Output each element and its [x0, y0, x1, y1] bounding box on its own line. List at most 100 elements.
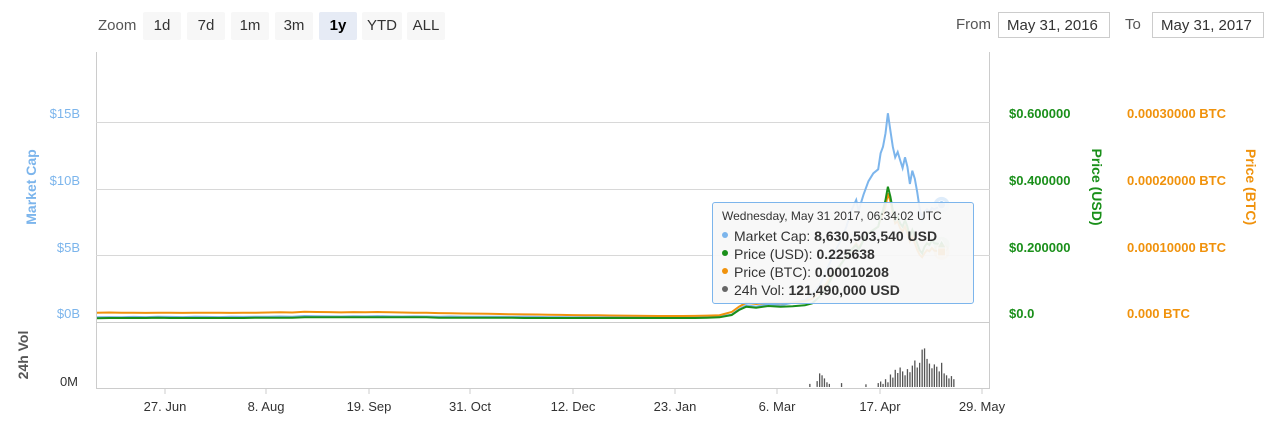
volume-bar: [877, 383, 879, 387]
range-button-7d[interactable]: 7d: [187, 12, 225, 40]
x-tick-label-9: 29. May: [959, 399, 1006, 414]
tooltip-value: 121,490,000 USD: [788, 282, 900, 298]
volume-bar: [928, 363, 931, 387]
tooltip-row-price-usd: Price (USD): 0.225638: [722, 245, 964, 263]
zoom-label: Zoom: [98, 17, 137, 34]
volume-bar: [938, 371, 940, 387]
range-button-ytd[interactable]: YTD: [362, 12, 402, 40]
volume-bar: [819, 373, 821, 387]
volume-bar: [948, 378, 950, 387]
x-tick-label-5: 12. Dec: [551, 399, 596, 414]
x-ticks: [164, 388, 983, 394]
tooltip-label: Market Cap: [734, 228, 807, 244]
y-tick-market-cap-0: $0B: [57, 306, 80, 321]
y-tick-price-usd-02: $0.200000: [1009, 240, 1070, 255]
volume-bar: [865, 384, 867, 387]
y-tick-market-cap-15: $15B: [50, 106, 80, 121]
tooltip-value: 8,630,503,540 USD: [814, 228, 938, 244]
volume-bar: [882, 383, 884, 387]
from-date-input[interactable]: [998, 12, 1110, 38]
y-axis-title-volume: 24h Vol: [15, 331, 31, 380]
y-tick-price-usd-0: $0.0: [1009, 306, 1034, 321]
range-button-1d[interactable]: 1d: [143, 12, 181, 40]
volume-bar: [941, 362, 943, 387]
x-tick-label-1: 27. Jun: [144, 399, 187, 414]
market-cap-dot-icon: [722, 232, 728, 239]
y-tick-price-btc-1: 0.00010000 BTC: [1127, 240, 1227, 255]
volume-bar: [950, 376, 953, 387]
tooltip-row-volume: 24h Vol: 121,490,000 USD: [722, 281, 964, 299]
volume-bar: [826, 382, 828, 387]
volume-bar: [828, 383, 830, 387]
tooltip-label: 24h Vol: [734, 282, 781, 298]
y-axis-title-price-usd: Price (USD): [1089, 148, 1105, 225]
x-tick-label-4: 31. Oct: [449, 399, 491, 414]
range-button-3m[interactable]: 3m: [275, 12, 313, 40]
chart-tooltip: Wednesday, May 31 2017, 06:34:02 UTC Mar…: [712, 202, 974, 304]
volume-bar: [931, 368, 933, 387]
x-tick-label-6: 23. Jan: [654, 399, 697, 414]
y-axis-title-price-btc: Price (BTC): [1243, 149, 1259, 225]
tooltip-date: Wednesday, May 31 2017, 06:34:02 UTC: [722, 209, 942, 223]
volume-bar: [909, 372, 911, 387]
y-axis-title-market-cap: Market Cap: [23, 149, 39, 224]
volume-bar: [823, 378, 826, 387]
volume-dot-icon: [722, 286, 728, 293]
volume-bar: [943, 373, 945, 387]
y-tick-volume-0: 0M: [60, 374, 78, 389]
y-tick-price-usd-06: $0.600000: [1009, 106, 1070, 121]
volume-bar: [887, 382, 889, 387]
tooltip-row-market-cap: Market Cap: 8,630,503,540 USD: [722, 227, 964, 245]
volume-bar: [889, 374, 892, 387]
volume-bar: [919, 362, 921, 387]
tooltip-value: 0.225638: [816, 246, 875, 262]
x-tick-label-3: 19. Sep: [347, 399, 392, 414]
volume-bar: [840, 383, 843, 387]
volume-bar: [911, 365, 913, 388]
volume-bar: [894, 369, 896, 387]
volume-bar: [809, 383, 811, 387]
volume-bar: [916, 367, 918, 387]
volume-bar: [926, 358, 928, 387]
to-label: To: [1125, 16, 1141, 33]
x-tick-label-8: 17. Apr: [859, 399, 901, 414]
range-toolbar: Zoom 1d 7d 1m 3m 1y YTD ALL From To: [0, 0, 1280, 50]
range-button-all[interactable]: ALL: [407, 12, 445, 40]
volume-bar: [816, 381, 818, 387]
y-tick-price-btc-0: 0.000 BTC: [1127, 306, 1190, 321]
range-button-1y[interactable]: 1y: [319, 12, 357, 40]
y-tick-price-usd-04: $0.400000: [1009, 173, 1070, 188]
tooltip-value: 0.00010208: [814, 264, 889, 280]
x-tick-label-7: 6. Mar: [759, 399, 797, 414]
volume-bar: [914, 360, 916, 387]
volume-bar: [897, 373, 899, 387]
volume-bar: [933, 364, 935, 387]
volume-bar: [821, 375, 823, 387]
volume-bar: [936, 366, 938, 387]
from-label: From: [956, 16, 991, 33]
y-tick-price-btc-2: 0.00020000 BTC: [1127, 173, 1227, 188]
y-tick-price-btc-3: 0.00030000 BTC: [1127, 106, 1227, 121]
to-date-input[interactable]: [1152, 12, 1264, 38]
price-usd-dot-icon: [722, 250, 728, 257]
volume-bar: [921, 349, 923, 387]
y-tick-market-cap-5: $5B: [57, 240, 80, 255]
volume-bars: [809, 348, 955, 388]
volume-bar: [953, 379, 955, 387]
tooltip-row-price-btc: Price (BTC): 0.00010208: [722, 263, 964, 281]
tooltip-label: Price (USD): [734, 246, 809, 262]
y-tick-market-cap-10: $10B: [50, 173, 80, 188]
price-btc-dot-icon: [722, 268, 728, 275]
range-button-1m[interactable]: 1m: [231, 12, 269, 40]
x-tick-label-2: 8. Aug: [248, 399, 285, 414]
tooltip-label: Price (BTC): [734, 264, 808, 280]
volume-bar: [880, 381, 882, 387]
volume-bar: [899, 367, 901, 387]
volume-bar: [906, 369, 909, 387]
volume-bar: [923, 348, 926, 387]
volume-bar: [945, 375, 948, 387]
volume-bar: [902, 371, 904, 387]
volume-bar: [904, 375, 906, 387]
volume-bar: [884, 379, 887, 387]
